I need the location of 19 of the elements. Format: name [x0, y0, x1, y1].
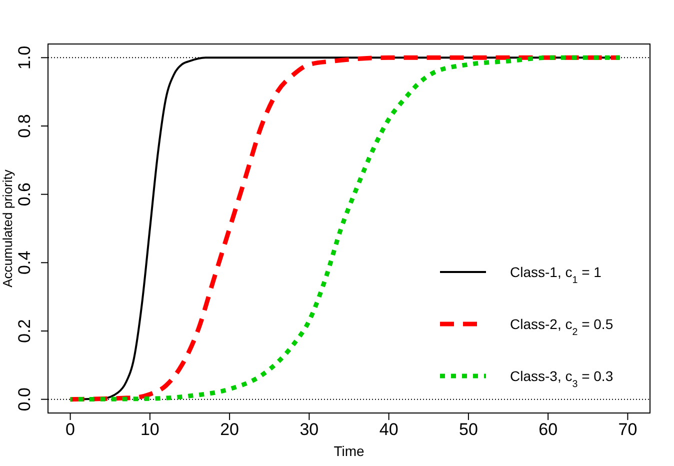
- x-tick-label: 60: [538, 420, 558, 440]
- x-tick-label: 70: [618, 420, 638, 440]
- x-tick-label: 50: [458, 420, 478, 440]
- y-tick-label: 0.8: [15, 114, 34, 138]
- x-tick-label: 20: [220, 420, 240, 440]
- y-tick-label: 0.0: [15, 388, 34, 412]
- x-tick-label: 10: [140, 420, 160, 440]
- y-tick-label: 0.6: [15, 182, 34, 206]
- x-axis-title: Time: [334, 443, 365, 459]
- x-tick-label: 0: [66, 420, 76, 440]
- legend-label: Class-3, c$_{3}$ = 0.3: [510, 368, 614, 390]
- y-tick-label: 0.4: [15, 250, 34, 274]
- x-tick-label: 30: [300, 420, 319, 440]
- x-tick-label: 40: [379, 420, 398, 440]
- y-axis-title: Accumulated priority: [0, 169, 15, 288]
- legend-label: Class-1, c$_{1}$ = 1: [510, 264, 602, 286]
- y-tick-label: 1.0: [15, 46, 34, 70]
- legend-label: Class-2, c$_{2}$ = 0.5: [510, 316, 614, 338]
- y-tick-label: 0.2: [15, 319, 34, 343]
